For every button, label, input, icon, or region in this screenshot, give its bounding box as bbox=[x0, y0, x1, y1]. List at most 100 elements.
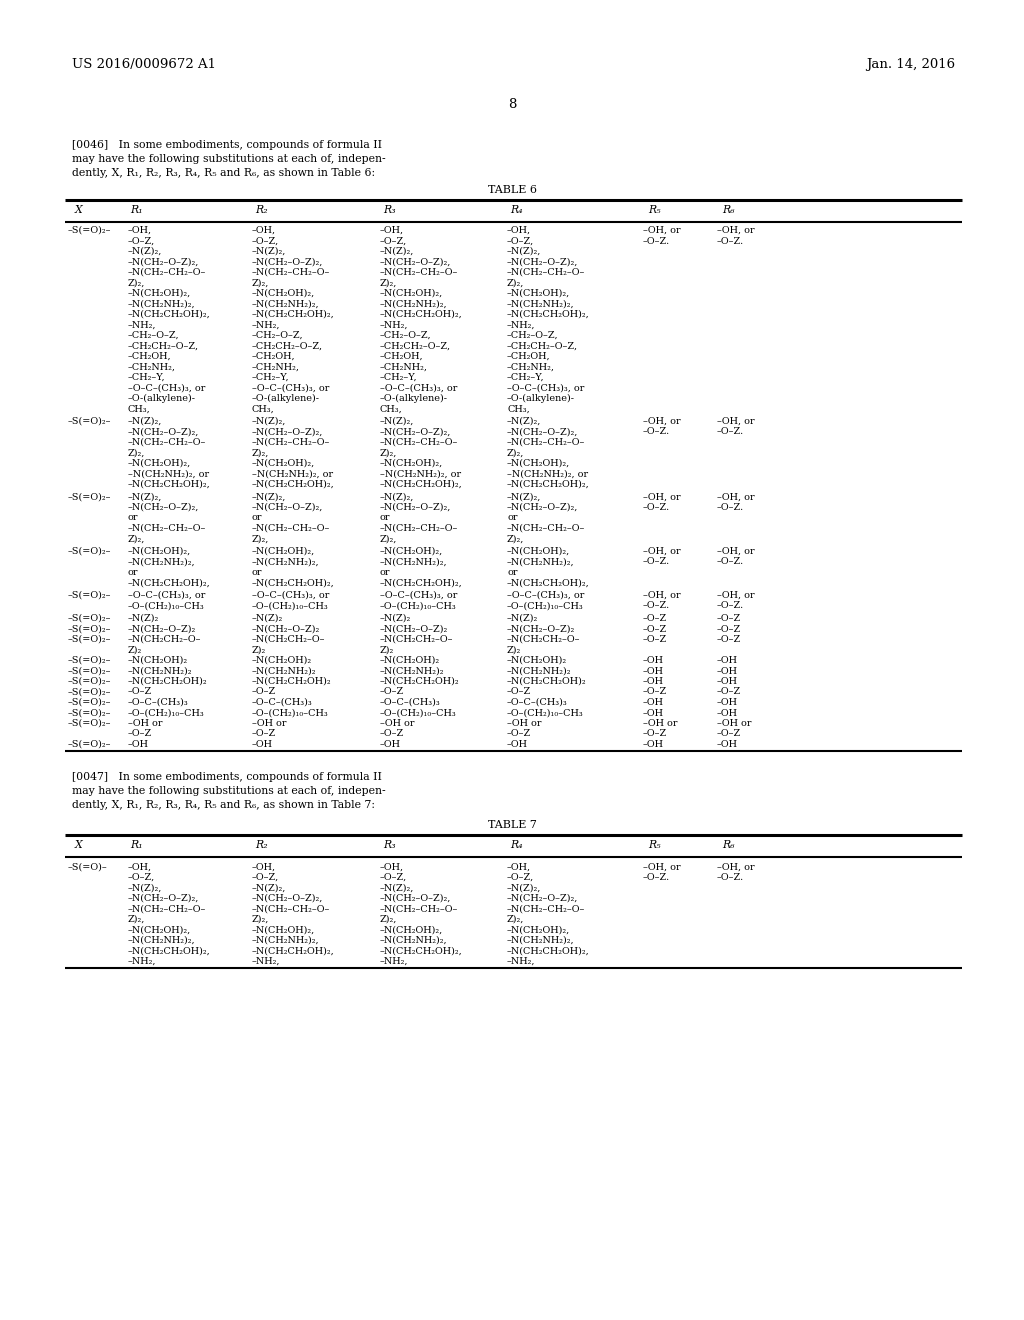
Text: –OH, or: –OH, or bbox=[643, 546, 681, 556]
Text: –O–C–(CH₃)₃: –O–C–(CH₃)₃ bbox=[128, 698, 188, 708]
Text: –CH₂–Y,: –CH₂–Y, bbox=[507, 374, 545, 381]
Text: –N(CH₂CH₂OH)₂,: –N(CH₂CH₂OH)₂, bbox=[128, 480, 211, 488]
Text: –CH₂CH₂–O–Z,: –CH₂CH₂–O–Z, bbox=[252, 342, 324, 351]
Text: –OH or: –OH or bbox=[717, 719, 752, 729]
Text: –CH₂–O–Z,: –CH₂–O–Z, bbox=[252, 331, 304, 341]
Text: –N(CH₂–CH₂–O–: –N(CH₂–CH₂–O– bbox=[252, 438, 331, 447]
Text: –CH₂–Y,: –CH₂–Y, bbox=[128, 374, 166, 381]
Text: –OH: –OH bbox=[643, 677, 664, 686]
Text: –N(CH₂OH)₂: –N(CH₂OH)₂ bbox=[380, 656, 440, 665]
Text: R₆: R₆ bbox=[722, 205, 734, 215]
Text: –N(Z)₂,: –N(Z)₂, bbox=[507, 492, 542, 502]
Text: –O–Z: –O–Z bbox=[252, 730, 276, 738]
Text: –OH, or: –OH, or bbox=[643, 417, 681, 426]
Text: –N(CH₂CH₂OH)₂,: –N(CH₂CH₂OH)₂, bbox=[380, 310, 463, 319]
Text: –O-(alkylene)-: –O-(alkylene)- bbox=[252, 393, 319, 403]
Text: –OH: –OH bbox=[717, 709, 738, 718]
Text: –N(CH₂–CH₂–O–: –N(CH₂–CH₂–O– bbox=[128, 268, 207, 277]
Text: –N(Z)₂,: –N(Z)₂, bbox=[252, 492, 287, 502]
Text: –N(CH₂–CH₂–O–: –N(CH₂–CH₂–O– bbox=[128, 524, 207, 533]
Text: Z)₂,: Z)₂, bbox=[128, 279, 145, 288]
Text: Z)₂: Z)₂ bbox=[128, 645, 142, 655]
Text: –O–Z: –O–Z bbox=[380, 730, 404, 738]
Text: –CH₂–O–Z,: –CH₂–O–Z, bbox=[507, 331, 559, 341]
Text: R₂: R₂ bbox=[255, 840, 267, 850]
Text: –N(CH₂OH)₂,: –N(CH₂OH)₂, bbox=[128, 289, 191, 298]
Text: R₄: R₄ bbox=[510, 840, 522, 850]
Text: –CH₂NH₂,: –CH₂NH₂, bbox=[380, 363, 428, 371]
Text: –O–Z,: –O–Z, bbox=[507, 236, 535, 246]
Text: Z)₂,: Z)₂, bbox=[128, 535, 145, 544]
Text: –OH: –OH bbox=[643, 698, 664, 708]
Text: Z)₂,: Z)₂, bbox=[507, 279, 524, 288]
Text: –N(CH₂NH₂)₂, or: –N(CH₂NH₂)₂, or bbox=[380, 470, 461, 479]
Text: –N(CH₂–CH₂–O–: –N(CH₂–CH₂–O– bbox=[252, 524, 331, 533]
Text: –S(=O)₂–: –S(=O)₂– bbox=[68, 677, 112, 686]
Text: –N(CH₂–CH₂–O–: –N(CH₂–CH₂–O– bbox=[380, 524, 459, 533]
Text: –O–C–(CH₃)₃, or: –O–C–(CH₃)₃, or bbox=[380, 384, 458, 392]
Text: –N(CH₂–O–Z)₂: –N(CH₂–O–Z)₂ bbox=[128, 624, 197, 634]
Text: –N(CH₂CH₂OH)₂,: –N(CH₂CH₂OH)₂, bbox=[252, 946, 335, 956]
Text: –S(=O)₂–: –S(=O)₂– bbox=[68, 656, 112, 665]
Text: –O–Z.: –O–Z. bbox=[717, 557, 744, 566]
Text: –O–(CH₂)₁₀–CH₃: –O–(CH₂)₁₀–CH₃ bbox=[380, 709, 457, 718]
Text: –OH: –OH bbox=[643, 709, 664, 718]
Text: –S(=O)₂–: –S(=O)₂– bbox=[68, 546, 112, 556]
Text: Z)₂,: Z)₂, bbox=[380, 915, 397, 924]
Text: –O-(alkylene)-: –O-(alkylene)- bbox=[507, 393, 575, 403]
Text: –N(CH₂CH₂–O–: –N(CH₂CH₂–O– bbox=[252, 635, 326, 644]
Text: R₅: R₅ bbox=[648, 840, 660, 850]
Text: –N(CH₂–CH₂–O–: –N(CH₂–CH₂–O– bbox=[380, 268, 459, 277]
Text: –NH₂,: –NH₂, bbox=[507, 321, 536, 330]
Text: –CH₂OH,: –CH₂OH, bbox=[128, 352, 172, 360]
Text: –O–Z: –O–Z bbox=[507, 688, 531, 697]
Text: –N(CH₂OH)₂,: –N(CH₂OH)₂, bbox=[128, 546, 191, 556]
Text: –CH₂OH,: –CH₂OH, bbox=[507, 352, 551, 360]
Text: –O–(CH₂)₁₀–CH₃: –O–(CH₂)₁₀–CH₃ bbox=[128, 602, 205, 610]
Text: –OH,: –OH, bbox=[507, 862, 531, 871]
Text: –NH₂,: –NH₂, bbox=[380, 957, 409, 966]
Text: –N(CH₂OH)₂,: –N(CH₂OH)₂, bbox=[380, 459, 443, 469]
Text: –OH, or: –OH, or bbox=[717, 417, 755, 426]
Text: –CH₂NH₂,: –CH₂NH₂, bbox=[128, 363, 176, 371]
Text: –OH, or: –OH, or bbox=[643, 492, 681, 502]
Text: –S(=O)₂–: –S(=O)₂– bbox=[68, 688, 112, 697]
Text: –N(CH₂CH₂OH)₂,: –N(CH₂CH₂OH)₂, bbox=[507, 480, 590, 488]
Text: –N(CH₂NH₂)₂,: –N(CH₂NH₂)₂, bbox=[252, 557, 319, 566]
Text: –CH₂OH,: –CH₂OH, bbox=[252, 352, 296, 360]
Text: –OH or: –OH or bbox=[380, 719, 415, 729]
Text: –N(CH₂OH)₂,: –N(CH₂OH)₂, bbox=[380, 546, 443, 556]
Text: R₄: R₄ bbox=[510, 205, 522, 215]
Text: R₅: R₅ bbox=[648, 205, 660, 215]
Text: Z)₂,: Z)₂, bbox=[380, 449, 397, 458]
Text: –N(CH₂NH₂)₂: –N(CH₂NH₂)₂ bbox=[380, 667, 444, 676]
Text: –S(=O)₂–: –S(=O)₂– bbox=[68, 698, 112, 708]
Text: –N(CH₂CH₂OH)₂: –N(CH₂CH₂OH)₂ bbox=[128, 677, 208, 686]
Text: –S(=O)₂–: –S(=O)₂– bbox=[68, 624, 112, 634]
Text: –S(=O)₂–: –S(=O)₂– bbox=[68, 226, 112, 235]
Text: –CH₂CH₂–O–Z,: –CH₂CH₂–O–Z, bbox=[507, 342, 579, 351]
Text: R₁: R₁ bbox=[130, 205, 142, 215]
Text: –N(CH₂NH₂)₂,: –N(CH₂NH₂)₂, bbox=[380, 300, 447, 309]
Text: Z)₂,: Z)₂, bbox=[252, 535, 269, 544]
Text: –S(=O)₂–: –S(=O)₂– bbox=[68, 709, 112, 718]
Text: –N(CH₂OH)₂,: –N(CH₂OH)₂, bbox=[128, 459, 191, 469]
Text: –OH,: –OH, bbox=[380, 226, 404, 235]
Text: –O–Z: –O–Z bbox=[128, 688, 153, 697]
Text: –N(CH₂–O–Z)₂,: –N(CH₂–O–Z)₂, bbox=[380, 894, 452, 903]
Text: –N(Z)₂,: –N(Z)₂, bbox=[507, 883, 542, 892]
Text: –OH, or: –OH, or bbox=[717, 591, 755, 601]
Text: or: or bbox=[380, 568, 390, 577]
Text: –N(CH₂–CH₂–O–: –N(CH₂–CH₂–O– bbox=[380, 904, 459, 913]
Text: –N(CH₂CH₂OH)₂,: –N(CH₂CH₂OH)₂, bbox=[252, 578, 335, 587]
Text: –S(=O)₂–: –S(=O)₂– bbox=[68, 614, 112, 623]
Text: –N(Z)₂,: –N(Z)₂, bbox=[507, 247, 542, 256]
Text: –N(CH₂NH₂)₂,: –N(CH₂NH₂)₂, bbox=[380, 936, 447, 945]
Text: R₃: R₃ bbox=[383, 840, 395, 850]
Text: –N(CH₂–O–Z)₂,: –N(CH₂–O–Z)₂, bbox=[128, 257, 200, 267]
Text: –O–C–(CH₃)₃: –O–C–(CH₃)₃ bbox=[252, 698, 312, 708]
Text: dently, X, R₁, R₂, R₃, R₄, R₅ and R₆, as shown in Table 6:: dently, X, R₁, R₂, R₃, R₄, R₅ and R₆, as… bbox=[72, 168, 375, 178]
Text: –N(Z)₂,: –N(Z)₂, bbox=[128, 883, 163, 892]
Text: –OH,: –OH, bbox=[128, 862, 153, 871]
Text: –OH,: –OH, bbox=[252, 226, 276, 235]
